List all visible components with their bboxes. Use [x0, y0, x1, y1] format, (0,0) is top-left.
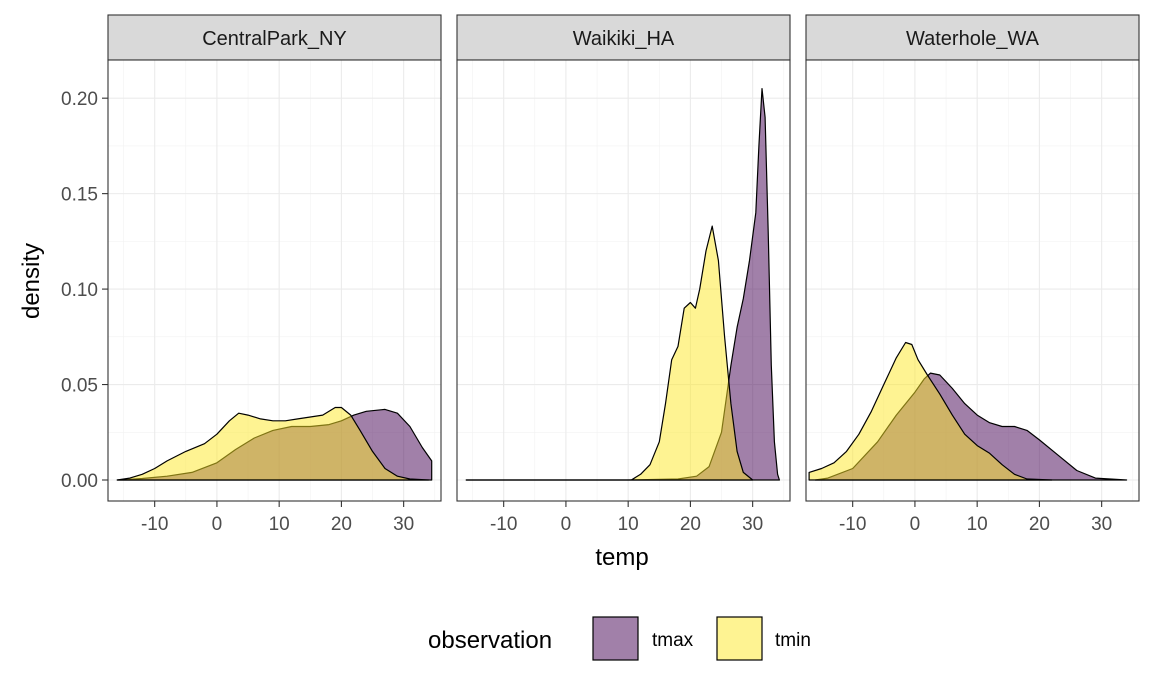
x-tick-label: 10: [269, 514, 290, 535]
strip-background: [456, 14, 791, 61]
legend-title: observation: [428, 627, 552, 654]
x-tick-label: 10: [967, 514, 988, 535]
legend-key-tmin: [716, 616, 763, 661]
x-tick-label: 30: [1091, 514, 1112, 535]
panel-border: [456, 59, 791, 502]
x-tick-label: -10: [141, 514, 168, 535]
panel-Waterhole_WA: Waterhole_WA -10 0 10 20 30: [805, 14, 1140, 535]
panel-border: [805, 59, 1140, 502]
x-tick-label: 30: [393, 514, 414, 535]
panel-border: [107, 59, 442, 502]
x-axis-title: temp: [595, 544, 648, 571]
y-tick-label: 0.15: [61, 185, 98, 206]
density-area-tmin: [116, 406, 430, 481]
strip-label: Waterhole_WA: [906, 28, 1040, 50]
panel-CentralPark_NY: CentralPark_NY -10 0 10 20 30 0.00 0.05 0.10 0.15…: [61, 14, 442, 535]
density-area-tmin: [808, 341, 1053, 481]
y-tick-label: 0.00: [61, 471, 98, 492]
x-tick-label: 20: [680, 514, 701, 535]
strip-label: CentralPark_NY: [202, 28, 347, 50]
y-tick-label: 0.05: [61, 376, 98, 397]
x-tick-label: 20: [331, 514, 352, 535]
x-tick-label: -10: [490, 514, 517, 535]
x-tick-label: -10: [839, 514, 866, 535]
legend-key-tmax: [592, 616, 639, 661]
x-tick-label: 0: [561, 514, 572, 535]
legend-label-tmax: tmax: [652, 630, 694, 651]
strip-background: [107, 14, 442, 61]
panel-Waikiki_HA: Waikiki_HA -10 0 10 20 30: [456, 14, 791, 535]
legend-label-tmin: tmin: [775, 630, 811, 651]
y-tick-label: 0.10: [61, 280, 98, 301]
x-tick-label: 20: [1029, 514, 1050, 535]
y-tick-label: 0.20: [61, 89, 98, 110]
x-tick-label: 10: [618, 514, 639, 535]
panels-layer: CentralPark_NY -10 0 10 20 30 0.00 0.05 0.10 0.15…: [61, 14, 1140, 535]
density-area-tmin: [465, 225, 754, 481]
strip-label: Waikiki_HA: [573, 28, 675, 50]
legend: observation tmax tmin: [428, 616, 811, 661]
x-tick-label: 0: [910, 514, 921, 535]
x-tick-label: 0: [212, 514, 223, 535]
y-axis-title: density: [18, 243, 45, 319]
x-tick-label: 30: [742, 514, 763, 535]
